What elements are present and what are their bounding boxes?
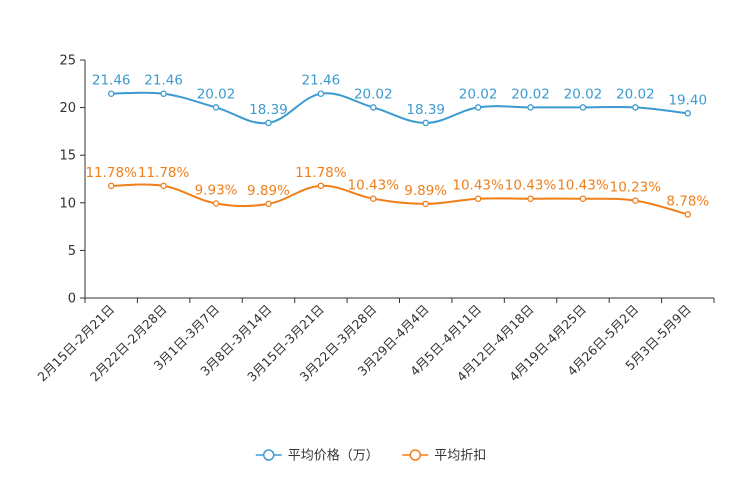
data-label: 10.43% — [557, 178, 609, 194]
y-tick-label: 0 — [68, 292, 76, 307]
data-point — [107, 182, 115, 190]
data-label: 9.93% — [195, 182, 238, 198]
data-point — [160, 90, 167, 97]
data-label: 18.39 — [249, 102, 288, 118]
data-label: 11.78% — [138, 165, 190, 181]
legend-label: 平均价格（万） — [288, 448, 379, 464]
data-label: 10.43% — [348, 178, 400, 194]
data-point — [370, 195, 377, 202]
legend-marker-icon — [263, 449, 275, 461]
data-label: 21.46 — [92, 73, 131, 89]
data-label: 19.40 — [668, 92, 707, 108]
y-tick-label: 20 — [59, 101, 76, 116]
data-point — [160, 182, 167, 190]
data-point — [527, 195, 534, 202]
data-point — [317, 182, 325, 190]
data-label: 9.89% — [404, 183, 447, 199]
data-point — [370, 104, 377, 111]
data-point — [579, 195, 587, 202]
data-point — [422, 200, 429, 208]
data-label: 8.78% — [666, 193, 709, 209]
data-label: 20.02 — [511, 86, 550, 102]
legend-marker-icon — [409, 449, 421, 461]
data-point — [212, 104, 220, 111]
data-label: 11.78% — [85, 165, 137, 181]
data-point — [265, 200, 272, 208]
data-label: 11.78% — [295, 165, 347, 181]
data-point — [107, 90, 115, 97]
data-label: 18.39 — [406, 102, 445, 118]
data-label: 21.46 — [302, 73, 341, 89]
data-label: 21.46 — [144, 73, 183, 89]
data-label: 20.02 — [197, 86, 236, 102]
data-point — [527, 104, 534, 111]
data-point — [579, 104, 587, 111]
series-line-1 — [111, 91, 688, 125]
data-point — [317, 90, 325, 97]
series-line-2 — [111, 183, 689, 216]
y-tick-label: 25 — [59, 54, 76, 69]
data-label: 20.02 — [354, 86, 393, 102]
data-label: 20.02 — [616, 86, 655, 102]
data-point — [474, 104, 482, 111]
data-label: 9.89% — [247, 183, 290, 199]
data-point — [684, 110, 692, 117]
y-tick-label: 15 — [59, 149, 76, 164]
legend-label: 平均折扣 — [434, 449, 486, 464]
data-point — [684, 211, 692, 218]
data-point — [212, 200, 220, 207]
data-point — [422, 119, 429, 127]
data-point — [265, 119, 272, 127]
y-tick-label: 10 — [59, 196, 76, 211]
data-point — [632, 197, 639, 204]
data-point — [632, 104, 639, 111]
data-label: 10.23% — [610, 180, 662, 196]
y-tick-label: 5 — [68, 244, 76, 259]
data-label: 10.43% — [505, 178, 557, 194]
data-label: 20.02 — [459, 86, 498, 102]
data-point — [474, 195, 482, 202]
data-label: 10.43% — [452, 178, 504, 194]
data-label: 20.02 — [564, 86, 603, 102]
